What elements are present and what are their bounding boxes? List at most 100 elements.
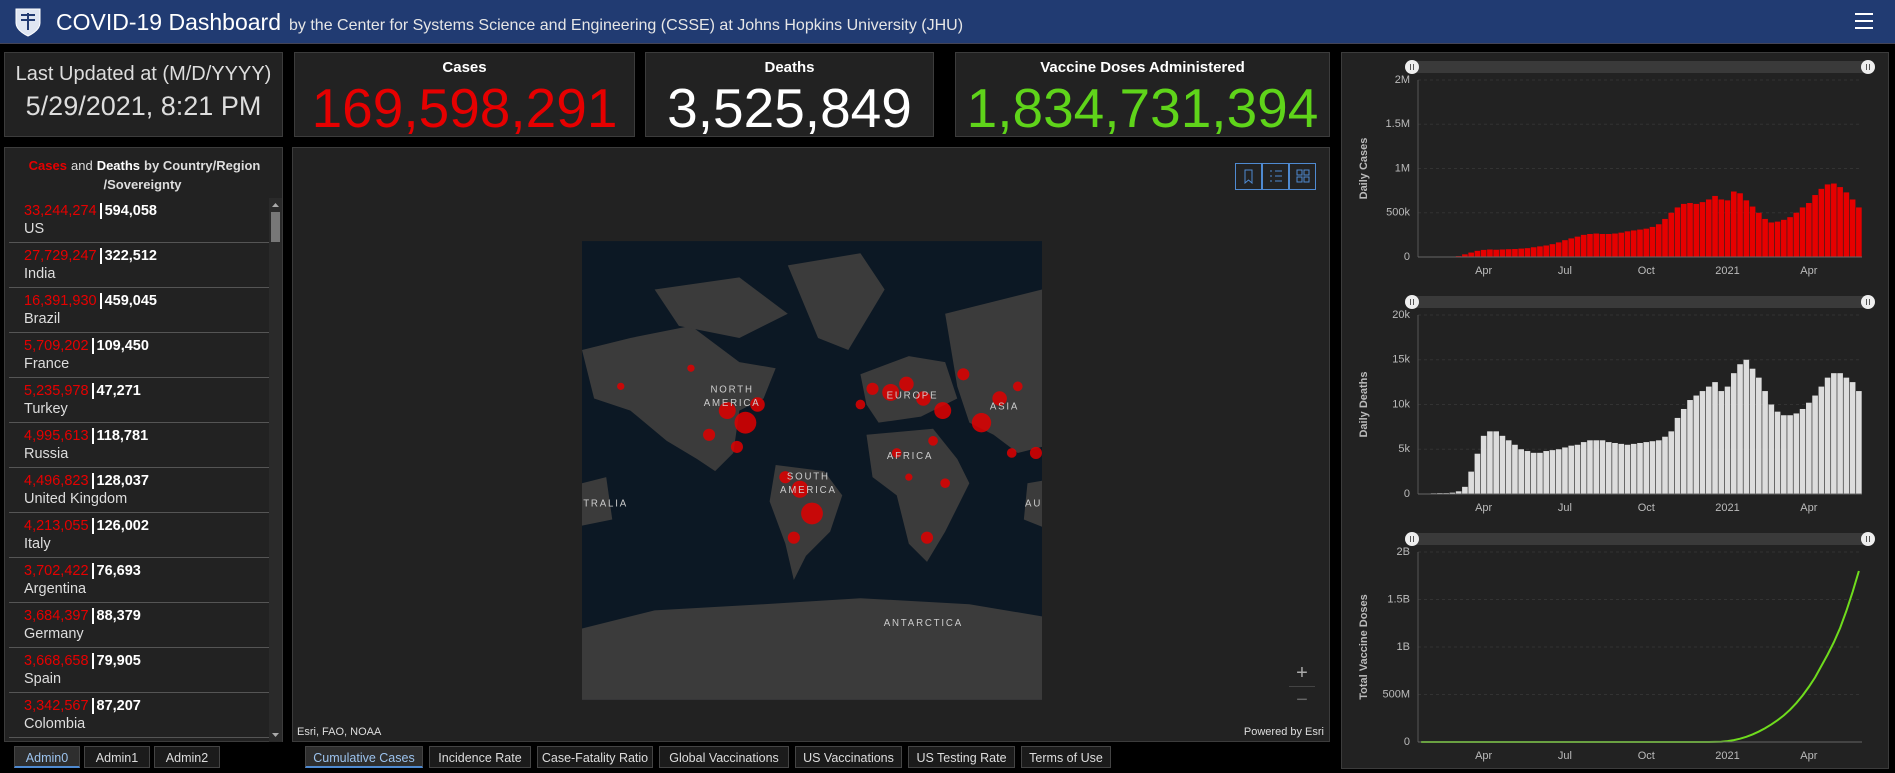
map-tab[interactable]: Terms of Use bbox=[1021, 746, 1111, 768]
time-slider[interactable] bbox=[1412, 296, 1868, 308]
bar bbox=[1556, 242, 1562, 257]
bar bbox=[1637, 230, 1643, 257]
bar bbox=[1662, 437, 1668, 494]
menu-button[interactable] bbox=[1853, 11, 1875, 31]
admin-tab[interactable]: Admin0 bbox=[14, 746, 80, 768]
bar bbox=[1550, 450, 1556, 494]
map-tab[interactable]: Cumulative Cases bbox=[305, 746, 423, 768]
country-deaths: 459,045 bbox=[100, 293, 157, 309]
admin-tab[interactable]: Admin1 bbox=[84, 746, 150, 768]
country-deaths: 76,693 bbox=[92, 563, 141, 579]
bar bbox=[1525, 248, 1531, 257]
time-slider[interactable] bbox=[1412, 533, 1868, 545]
country-deaths: 87,207 bbox=[92, 698, 141, 714]
time-slider[interactable] bbox=[1412, 61, 1868, 73]
total-value: 169,598,291 bbox=[295, 75, 634, 141]
bar bbox=[1512, 249, 1518, 257]
country-name: Italy bbox=[24, 535, 269, 553]
bar bbox=[1537, 453, 1543, 494]
bar bbox=[1493, 250, 1499, 257]
bar bbox=[1506, 440, 1512, 494]
country-name: US bbox=[24, 220, 269, 238]
bar bbox=[1700, 202, 1706, 257]
map-label: TRALIA bbox=[583, 498, 628, 509]
bar bbox=[1606, 442, 1612, 494]
bar bbox=[1675, 418, 1681, 494]
bar bbox=[1643, 442, 1649, 494]
country-deaths: 88,379 bbox=[92, 608, 141, 624]
zoom-out[interactable]: − bbox=[1289, 687, 1315, 713]
scrollbar[interactable] bbox=[269, 198, 282, 742]
bar bbox=[1781, 220, 1787, 257]
bar bbox=[1775, 412, 1781, 494]
country-name: Russia bbox=[24, 445, 269, 463]
bar bbox=[1581, 235, 1587, 257]
slider-handle[interactable] bbox=[1405, 60, 1419, 74]
x-tick-label: Jul bbox=[1558, 265, 1572, 277]
admin-tab[interactable]: Admin2 bbox=[154, 746, 220, 768]
header-subtitle: by the Center for Systems Science and En… bbox=[289, 17, 963, 34]
map-tab[interactable]: Global Vaccinations bbox=[659, 746, 789, 768]
slider-handle[interactable] bbox=[1405, 532, 1419, 546]
y-tick-label: 15k bbox=[1392, 354, 1410, 366]
bar bbox=[1525, 451, 1531, 494]
map-label: AMERICA bbox=[780, 485, 837, 496]
bar bbox=[1537, 246, 1543, 257]
map-tab[interactable]: US Vaccinations bbox=[795, 746, 902, 768]
total-label: Vaccine Doses Administered bbox=[956, 59, 1329, 76]
bar bbox=[1593, 234, 1599, 257]
zoom-in[interactable]: + bbox=[1289, 660, 1315, 687]
country-deaths: 322,512 bbox=[100, 248, 157, 264]
bar bbox=[1687, 203, 1693, 257]
bar bbox=[1856, 391, 1862, 494]
country-name: France bbox=[24, 355, 269, 373]
slider-handle[interactable] bbox=[1405, 295, 1419, 309]
vaccine-panel: Vaccine Doses Administered 1,834,731,394 bbox=[955, 52, 1330, 137]
bar bbox=[1656, 224, 1662, 257]
y-tick-label: 0 bbox=[1404, 251, 1410, 263]
bar bbox=[1856, 207, 1862, 257]
world-map[interactable]: NORTHAMERICAEUROPEASIAAFRICASOUTHAMERICA… bbox=[582, 241, 1042, 700]
map-tab[interactable]: Case-Fatality Ratio bbox=[537, 746, 653, 768]
bar bbox=[1687, 400, 1693, 494]
last-updated-value: 5/29/2021, 8:21 PM bbox=[5, 91, 282, 122]
slider-handle[interactable] bbox=[1861, 295, 1875, 309]
country-cases: 5,709,202 bbox=[24, 338, 89, 354]
bar bbox=[1668, 213, 1674, 257]
bar bbox=[1462, 487, 1468, 494]
map-tools bbox=[1235, 163, 1317, 190]
bar bbox=[1543, 451, 1549, 494]
map-tab[interactable]: Incidence Rate bbox=[429, 746, 531, 768]
bar bbox=[1650, 227, 1656, 257]
bar bbox=[1556, 449, 1562, 494]
bar bbox=[1806, 203, 1812, 257]
map-tab[interactable]: US Testing Rate bbox=[908, 746, 1015, 768]
bar bbox=[1825, 378, 1831, 494]
bar bbox=[1800, 207, 1806, 257]
slider-handle[interactable] bbox=[1861, 60, 1875, 74]
slider-handle[interactable] bbox=[1861, 532, 1875, 546]
bar bbox=[1618, 233, 1624, 257]
x-tick-label: Apr bbox=[1475, 502, 1492, 514]
bar bbox=[1825, 184, 1831, 257]
bar bbox=[1550, 244, 1556, 257]
bookmark-button[interactable] bbox=[1236, 164, 1262, 190]
bar bbox=[1718, 199, 1724, 257]
header-title: COVID-19 Dashboard bbox=[56, 9, 281, 35]
country-cases: 4,995,613 bbox=[24, 428, 89, 444]
bar bbox=[1681, 204, 1687, 257]
y-tick-label: 10k bbox=[1392, 398, 1410, 410]
